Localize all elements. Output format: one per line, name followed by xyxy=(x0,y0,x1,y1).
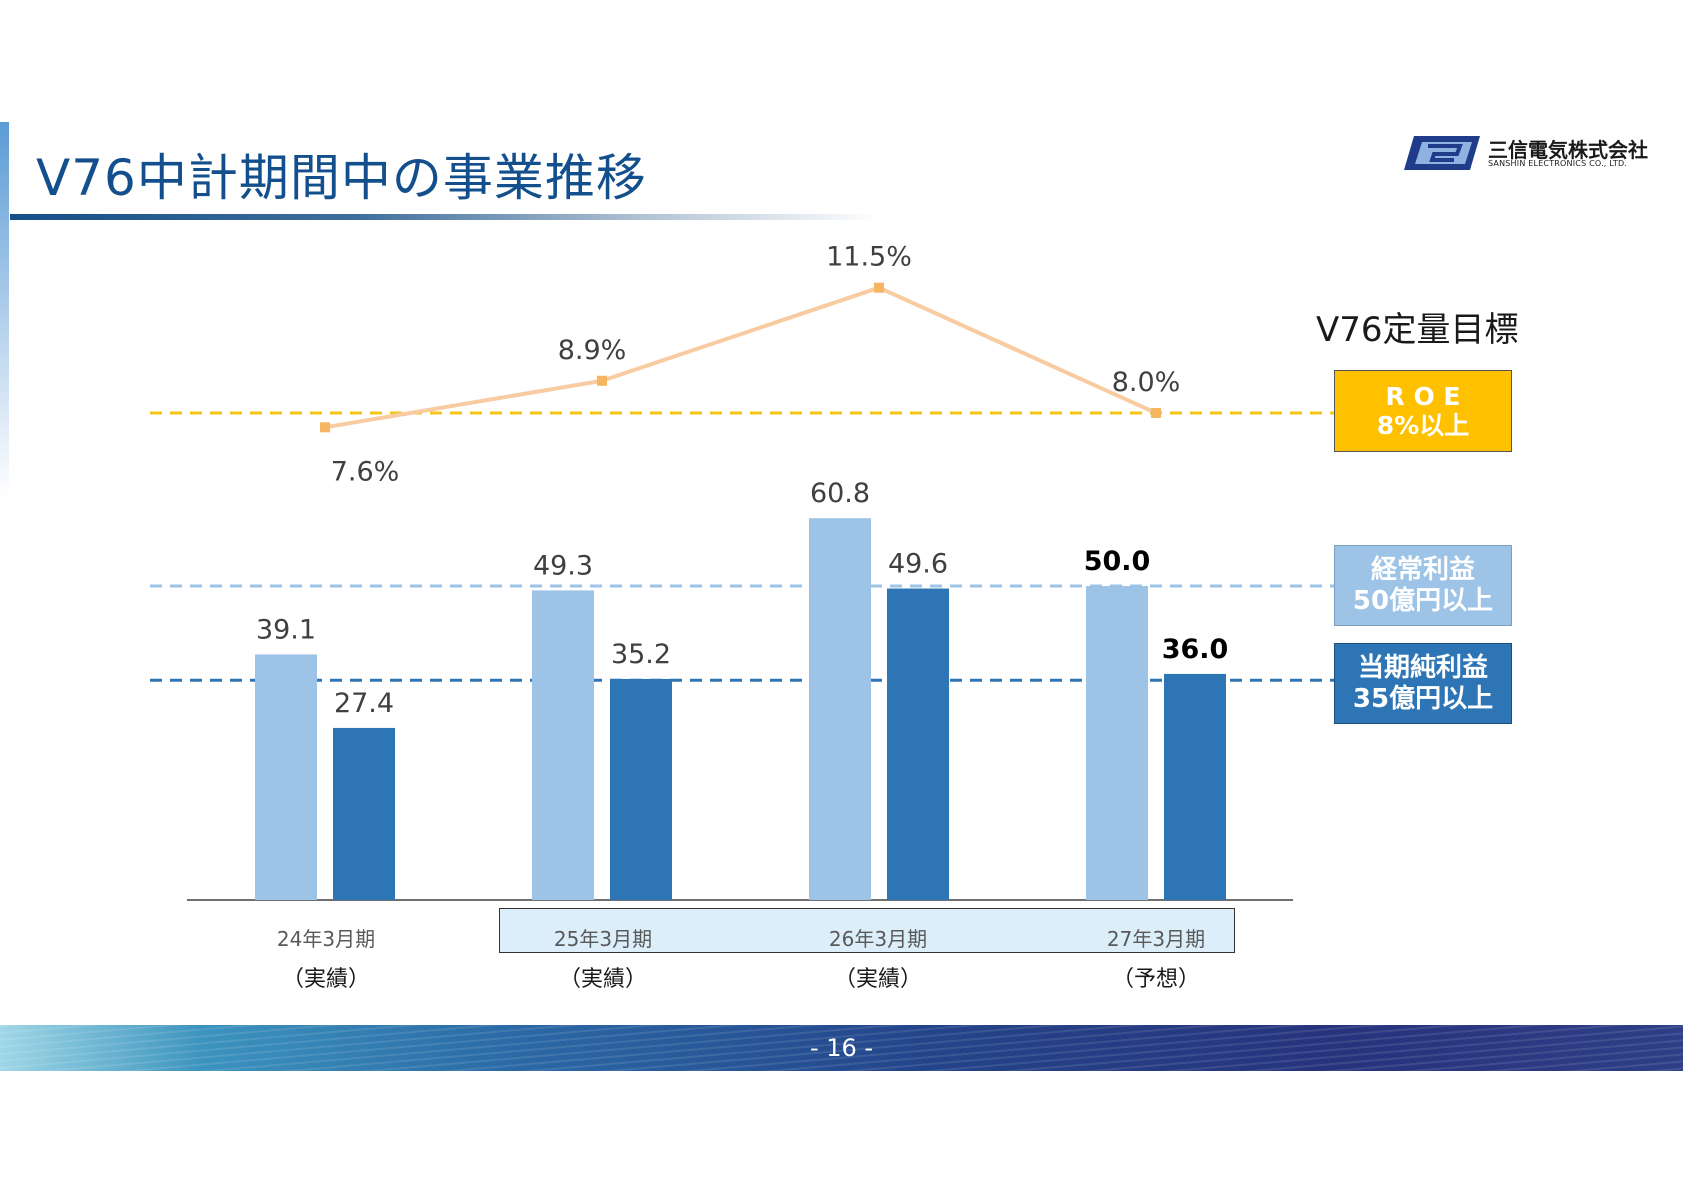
category-status: （実績） xyxy=(558,967,647,992)
company-logo: 三信電気株式会社 SANSHIN ELECTRONICS CO., LTD. xyxy=(1402,134,1648,174)
bar-data-label: 49.6 xyxy=(888,549,948,580)
footer-band xyxy=(0,1025,1683,1071)
category-label: 26年3月期 xyxy=(828,927,928,951)
category-status: （実績） xyxy=(833,967,922,992)
bar xyxy=(532,590,594,900)
title-underline xyxy=(10,214,880,220)
page-number: - 16 - xyxy=(809,1034,874,1062)
category-label: 24年3月期 xyxy=(276,927,376,951)
net-profit-target-title: 当期純利益 xyxy=(1357,652,1488,683)
roe-data-label: 8.9% xyxy=(558,335,627,366)
category-highlight-band xyxy=(499,908,1235,953)
roe-point xyxy=(320,422,330,433)
category-label: 27年3月期 xyxy=(1106,927,1206,951)
bar xyxy=(1086,586,1148,900)
bar xyxy=(1164,673,1226,900)
roe-target-value: 8%以上 xyxy=(1376,411,1470,440)
bar xyxy=(809,518,871,900)
bar-data-label: 49.3 xyxy=(533,550,593,581)
net-profit-target-box: 当期純利益 35億円以上 xyxy=(1334,643,1512,724)
ordinary-profit-target-title: 経常利益 xyxy=(1370,554,1475,585)
roe-data-label: 7.6% xyxy=(331,456,400,487)
roe-point xyxy=(597,375,607,386)
roe-target-box: R O E 8%以上 xyxy=(1334,370,1512,452)
category-status: （予想） xyxy=(1111,967,1200,992)
company-logo-mark-icon xyxy=(1404,136,1480,170)
roe-data-label: 11.5% xyxy=(826,242,912,273)
left-accent-bar xyxy=(0,122,9,497)
bar-data-label: 50.0 xyxy=(1084,546,1151,577)
bar-data-label: 35.2 xyxy=(611,639,671,670)
bar xyxy=(887,588,949,900)
ordinary-profit-target-value: 50億円以上 xyxy=(1352,585,1494,616)
targets-heading: V76定量目標 xyxy=(1316,310,1519,350)
roe-line xyxy=(324,285,1157,430)
bar xyxy=(610,678,672,900)
roe-data-label: 8.0% xyxy=(1112,367,1181,398)
bar-data-label: 36.0 xyxy=(1162,634,1229,665)
roe-point xyxy=(874,282,884,293)
category-status: （実績） xyxy=(281,967,370,992)
roe-point xyxy=(1151,408,1161,418)
page-title: V76中計期間中の事業推移 xyxy=(36,149,647,207)
bar-data-label: 39.1 xyxy=(256,614,316,645)
company-name: 三信電気株式会社 xyxy=(1488,138,1648,162)
roe-target-title: R O E xyxy=(1385,381,1461,411)
bar-data-label: 27.4 xyxy=(334,688,394,719)
ordinary-profit-target-box: 経常利益 50億円以上 xyxy=(1334,545,1512,626)
bar xyxy=(255,654,317,900)
bar xyxy=(333,727,395,900)
net-profit-target-value: 35億円以上 xyxy=(1352,683,1494,714)
company-name-en: SANSHIN ELECTRONICS CO., LTD. xyxy=(1488,159,1628,168)
category-label: 25年3月期 xyxy=(553,927,653,951)
bar-data-label: 60.8 xyxy=(810,478,870,509)
